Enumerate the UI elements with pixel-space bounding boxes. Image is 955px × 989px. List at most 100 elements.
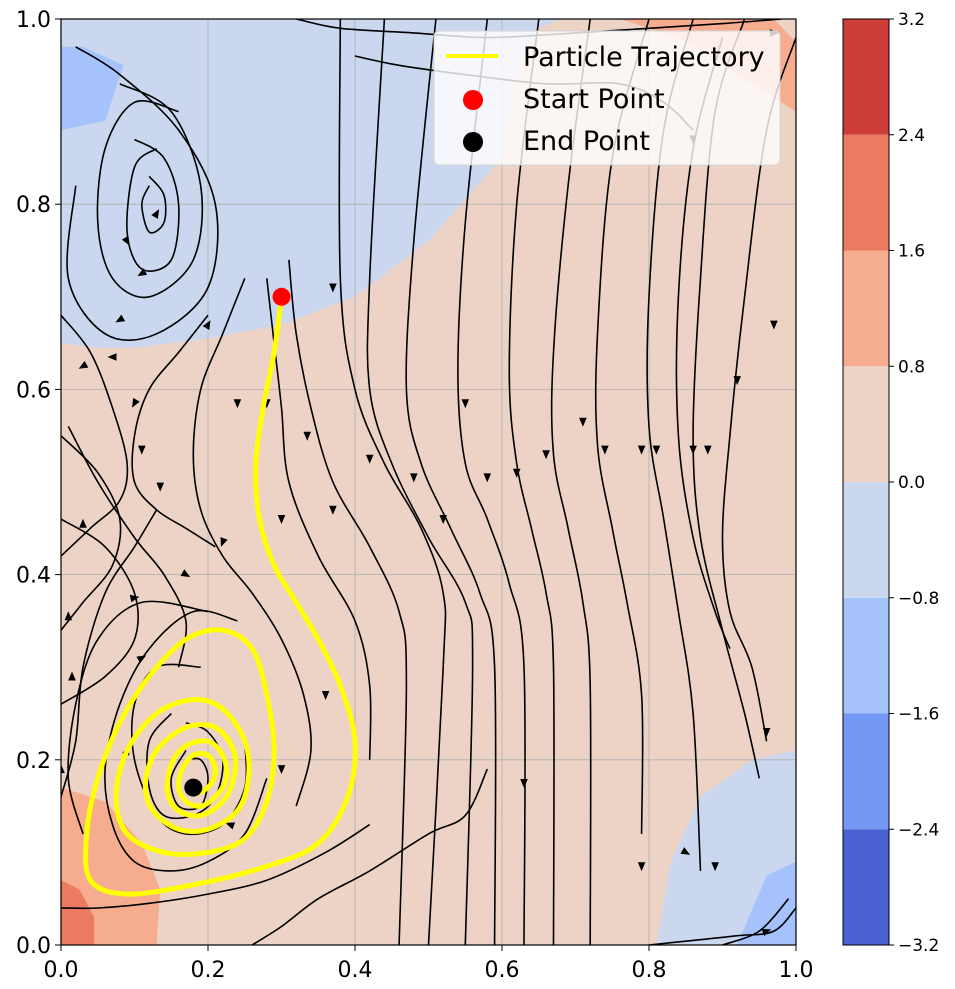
colorbar-tick-label-7: −2.4 <box>898 820 939 840</box>
streamline-4 <box>61 314 129 557</box>
streamline-8 <box>131 314 216 548</box>
contour-region-2 <box>61 46 124 131</box>
streamline-23 <box>457 19 526 945</box>
contour-region-5 <box>737 861 796 945</box>
x-tick-label-1: 0.2 <box>191 958 226 983</box>
start-point-marker <box>272 287 291 306</box>
streamline-11 <box>67 600 209 835</box>
streamline-arrow-17 <box>129 594 140 603</box>
streamline-arrow-41 <box>652 445 661 455</box>
colorbar-band-2 <box>843 597 889 714</box>
streamline-arrow-25 <box>303 431 312 441</box>
particle-trajectory <box>83 294 358 897</box>
streamline-24 <box>508 19 555 945</box>
y-axis-ticks: 0.0 0.2 0.4 0.6 0.8 1.0 <box>16 8 61 959</box>
streamline-10 <box>192 278 312 807</box>
streamline-arrow-33 <box>483 473 492 483</box>
colorbar: 3.2 2.4 1.6 0.8 0.0 −0.8 −1.6 −2.4 −3.2 <box>842 10 939 956</box>
y-tick-label-2: 0.4 <box>16 564 51 589</box>
y-tick-label-3: 0.6 <box>16 378 51 403</box>
streamline-arrow-39 <box>637 862 646 872</box>
streamline-arrow-13 <box>68 671 76 681</box>
colorbar-tick-label-4: 0.0 <box>898 473 925 493</box>
streamline-arrow-11 <box>79 518 87 528</box>
streamline-arrow-26 <box>329 283 337 293</box>
streamline-arrow-1 <box>151 209 160 219</box>
streamline-arrow-20 <box>225 822 236 830</box>
streamline-arrow-45 <box>770 320 778 330</box>
streamline-9 <box>61 509 158 798</box>
streamline-34 <box>722 898 790 945</box>
colorbar-tick-label-0: 3.2 <box>898 10 925 30</box>
streamline-arrows <box>61 29 779 937</box>
streamline-22 <box>405 19 497 945</box>
streamline-16 <box>61 823 371 910</box>
streamline-12 <box>104 609 268 872</box>
streamline-arrow-48 <box>711 862 719 872</box>
streamline-arrow-28 <box>321 691 330 700</box>
streamline-arrow-22 <box>233 399 242 409</box>
colorbar-band-0 <box>843 829 889 945</box>
colorbar-band-3 <box>843 482 889 598</box>
colorbar-tick-label-6: −1.6 <box>898 705 939 725</box>
streamline-arrow-49 <box>761 928 772 937</box>
streamline-arrow-24 <box>277 515 286 524</box>
streamline-19 <box>288 259 408 945</box>
streamline-arrow-18 <box>136 655 147 664</box>
legend-trajectory-label: Particle Trajectory <box>523 42 765 73</box>
plot-frame <box>60 18 797 946</box>
colorbar-band-4 <box>843 366 889 482</box>
streamline-arrow-47 <box>680 847 691 855</box>
streamline-arrow-27 <box>329 505 337 515</box>
streamline-7 <box>61 518 139 705</box>
y-tick-label-1: 0.2 <box>16 749 51 774</box>
colorbar-band-7 <box>843 19 889 135</box>
streamline-21 <box>366 19 474 945</box>
streamline-arrow-32 <box>461 399 470 409</box>
legend-frame <box>433 30 781 166</box>
streamline-arrow-37 <box>601 445 609 455</box>
streamline-arrow-6 <box>78 361 89 369</box>
colorbar-tick-label-5: −0.8 <box>898 589 939 609</box>
streamline-2 <box>126 138 180 272</box>
streamline-arrow-8 <box>132 397 140 408</box>
streamline-arrow-3 <box>137 268 148 277</box>
legend-start-swatch <box>463 90 483 110</box>
streamline-arrow-30 <box>409 473 418 483</box>
streamline-5 <box>61 435 122 631</box>
streamline-arrow-38 <box>520 779 528 788</box>
streamline-17 <box>251 768 489 945</box>
streamline-arrow-9 <box>138 445 146 455</box>
contour-region-7 <box>61 880 95 945</box>
y-tick-label-0: 0.0 <box>16 934 51 959</box>
streamline-arrow-43 <box>703 445 712 455</box>
streamlines <box>61 19 796 945</box>
x-tick-label-3: 0.6 <box>485 958 520 983</box>
streamline-arrow-15 <box>220 537 228 547</box>
streamline-arrow-42 <box>689 445 697 455</box>
streamline-33 <box>648 907 796 945</box>
streamline-20 <box>338 19 447 945</box>
streamline-arrow-35 <box>542 450 550 460</box>
streamline-arrow-5 <box>107 353 117 361</box>
colorbar-tick-label-8: −3.2 <box>898 936 939 956</box>
streamline-6 <box>67 426 188 668</box>
x-axis-ticks: 0.0 0.2 0.4 0.6 0.8 1.0 <box>44 945 814 983</box>
end-point-marker <box>184 778 203 797</box>
colorbar-tick-label-2: 1.6 <box>898 242 925 262</box>
streamline-arrow-36 <box>579 417 587 427</box>
x-tick-label-5: 1.0 <box>779 958 814 983</box>
streamline-arrow-16 <box>180 569 191 578</box>
legend-start-label: Start Point <box>523 84 665 115</box>
colorbar-band-6 <box>843 134 889 251</box>
colorbar-bands <box>843 19 889 945</box>
colorbar-tick-label-3: 0.8 <box>898 357 925 377</box>
streamline-arrow-34 <box>512 468 521 478</box>
streamline-0 <box>66 46 219 342</box>
streamline-25 <box>550 19 592 945</box>
streamline-arrow-12 <box>64 611 73 621</box>
y-tick-label-5: 1.0 <box>16 8 51 33</box>
streamline-arrow-46 <box>762 728 771 737</box>
colorbar-band-1 <box>843 713 889 830</box>
